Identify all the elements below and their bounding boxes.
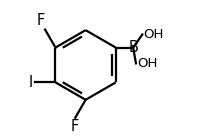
Text: I: I — [29, 75, 33, 90]
Text: F: F — [37, 13, 45, 28]
Text: F: F — [71, 119, 79, 134]
Text: OH: OH — [144, 28, 164, 41]
Text: OH: OH — [137, 57, 158, 70]
Text: B: B — [128, 40, 138, 55]
